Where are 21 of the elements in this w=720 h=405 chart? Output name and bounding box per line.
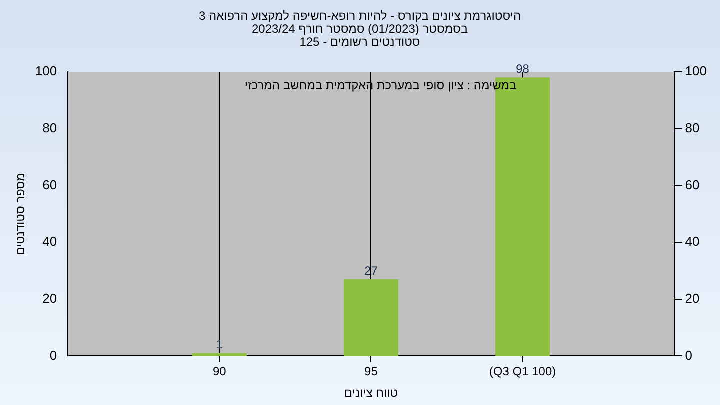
x-tick-label: (Q3 Q1 100) bbox=[489, 364, 556, 379]
y2-tick-label: 100 bbox=[685, 64, 708, 79]
y-tick-label: 60 bbox=[42, 177, 58, 192]
y-tick-label: 80 bbox=[42, 120, 58, 136]
bar bbox=[344, 279, 398, 356]
y-axis-title: מספר סטודנטים bbox=[14, 173, 28, 256]
y-tick-label: 100 bbox=[35, 64, 58, 79]
chart-title: היסטוגרמת ציונים בקורס - להיות רופא-חשיפה למקצוע הרפואה 3 bbox=[198, 9, 522, 23]
y2-tick-label: 0 bbox=[685, 348, 693, 363]
y2-tick-label: 80 bbox=[685, 120, 700, 136]
x-tick-label: 95 bbox=[364, 364, 378, 379]
y2-tick-label: 20 bbox=[685, 290, 700, 306]
y-tick-label: 20 bbox=[42, 290, 58, 306]
chart-subtitle: בסמסטר (01/2023) סמסטר חורף 2023/24 סטודנטים רשומים - 125 bbox=[250, 22, 470, 49]
y2-tick-label: 40 bbox=[685, 234, 700, 250]
x-tick-label: 90 bbox=[212, 364, 227, 379]
y2-tick-label: 60 bbox=[685, 177, 700, 192]
x-axis-title: טווח ציונים bbox=[344, 386, 398, 400]
data-label: 98 bbox=[516, 62, 530, 76]
y-tick-label: 40 bbox=[42, 234, 58, 250]
y-tick-label: 0 bbox=[50, 348, 58, 363]
